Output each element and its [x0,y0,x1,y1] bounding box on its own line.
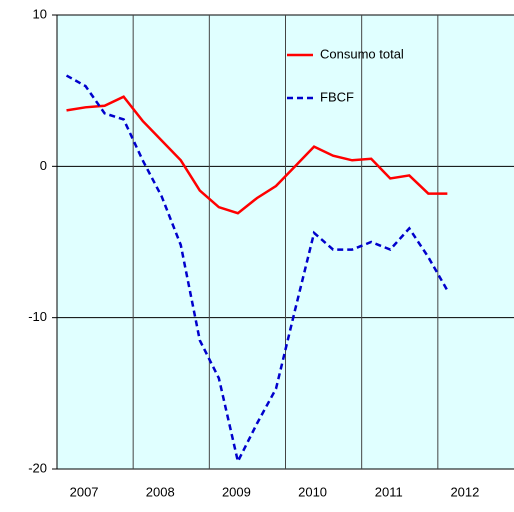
legend-label: FBCF [320,89,354,104]
y-tick-label: -10 [28,309,47,324]
series-line [65,74,449,466]
y-tick-label: 0 [40,158,47,173]
x-tick-label: 2012 [450,484,479,499]
x-tick-label: 2011 [375,484,403,499]
x-tick-label: 2008 [146,484,175,499]
y-tick-label: -20 [28,460,47,475]
x-tick-label: 2007 [70,484,99,499]
y-tick-label: 10 [33,6,47,21]
x-tick-label: 2009 [222,484,251,499]
x-tick-label: 2010 [298,484,327,499]
series-line [66,95,448,215]
legend-label: Consumo total [320,46,404,61]
